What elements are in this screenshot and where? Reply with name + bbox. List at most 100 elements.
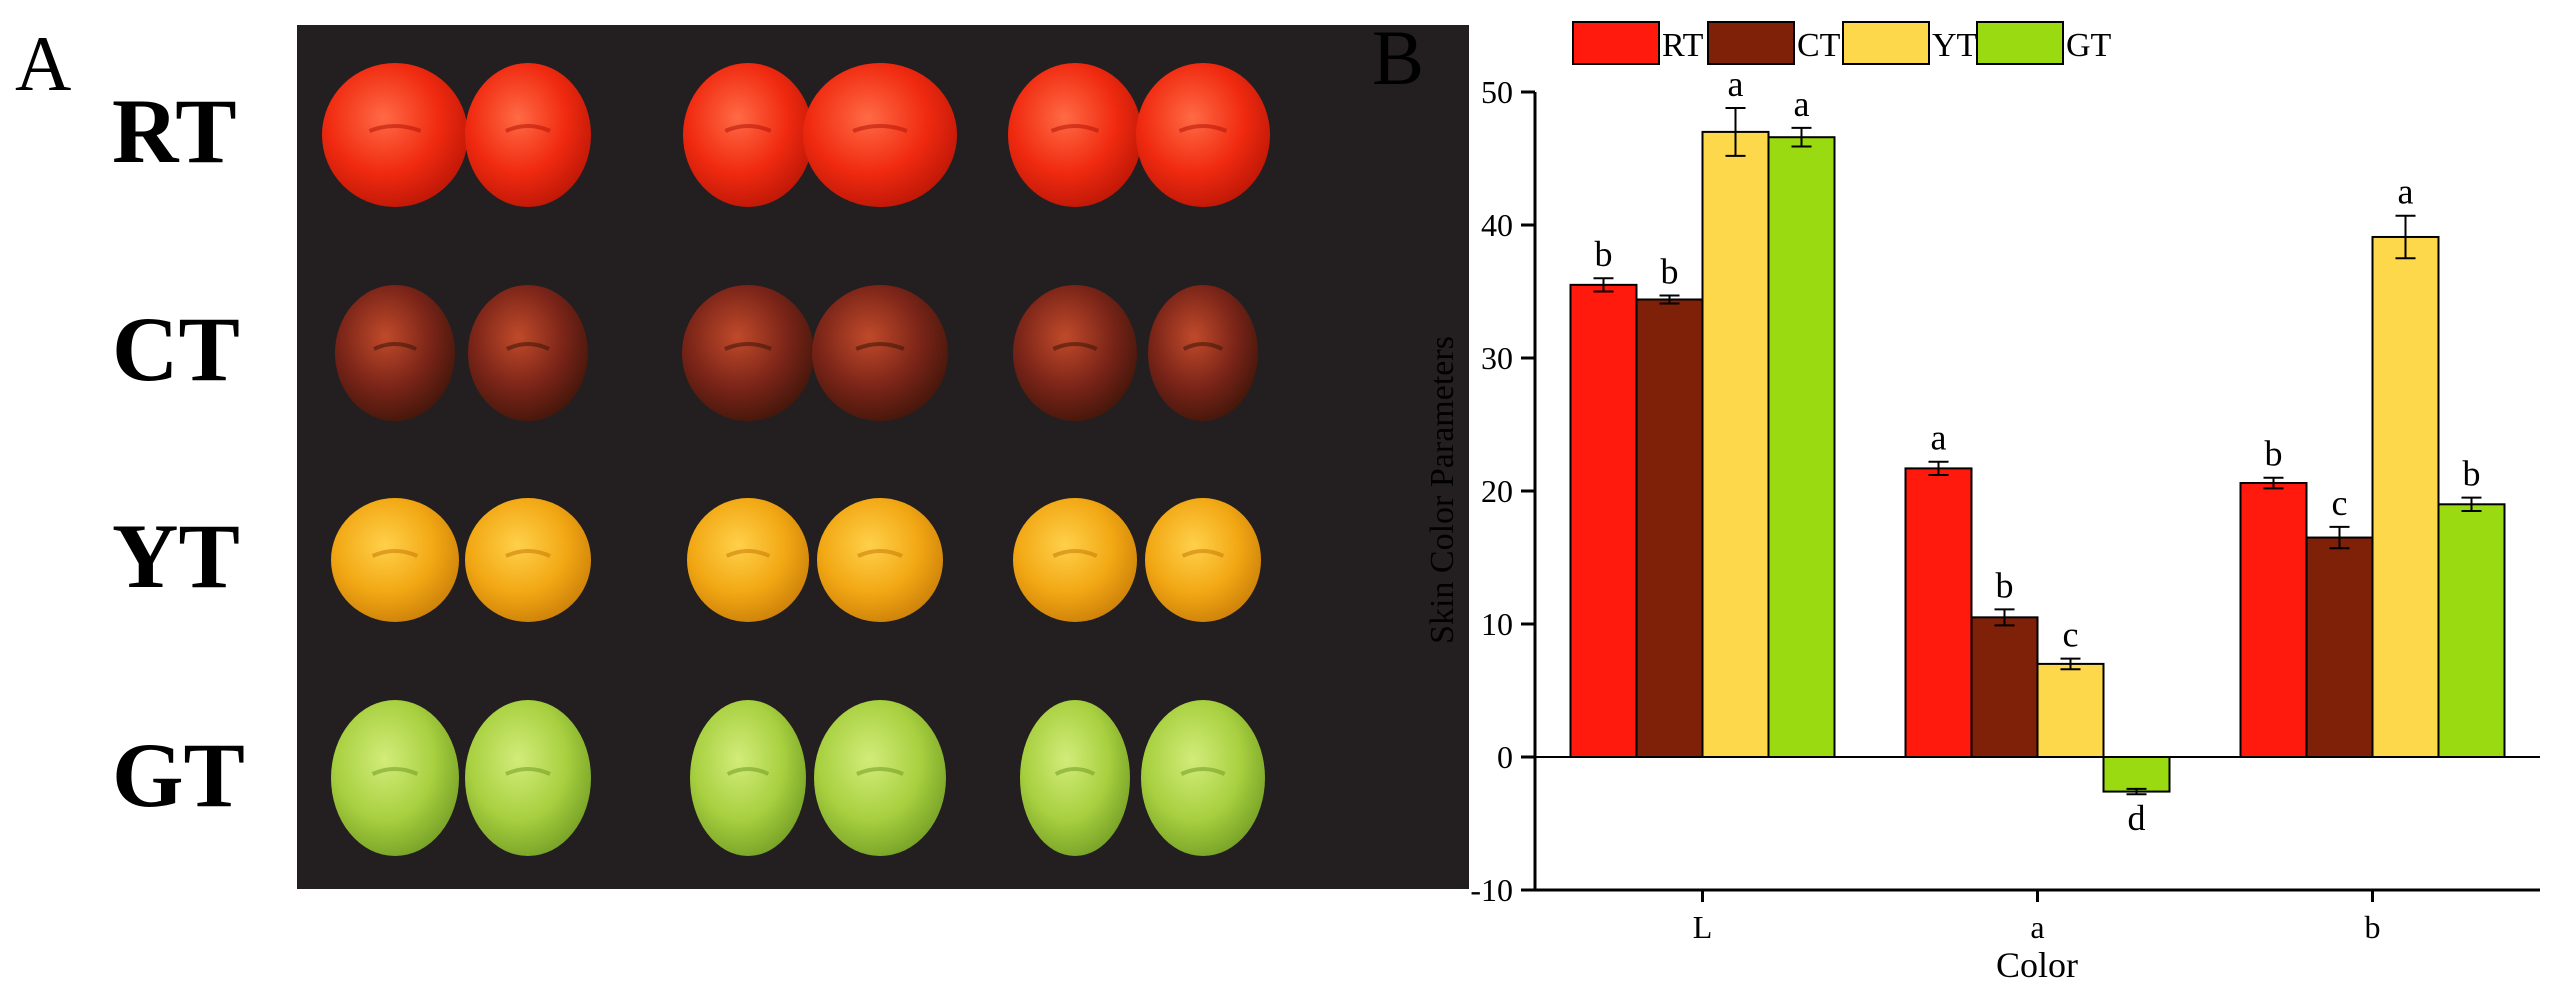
significance-letter: a [2398, 172, 2414, 212]
x-tick-label-L: L [1693, 909, 1713, 945]
fruit-rt-5 [1008, 63, 1142, 207]
fruit-yt-1 [331, 498, 459, 622]
fruit-stem-mark [857, 549, 903, 558]
significance-letter: c [2063, 615, 2079, 655]
fruit-stem-mark [371, 767, 419, 776]
bar-rt-a [1904, 467, 1973, 758]
fruit-stem-mark [724, 124, 772, 133]
fruit-rt-4 [803, 63, 957, 207]
fruit-gt-3 [690, 700, 806, 856]
y-tick-label: 30 [1481, 340, 1513, 376]
fruit-gt-6 [1141, 700, 1265, 856]
fruit-stem-mark [1182, 342, 1224, 351]
fruit-stem-mark [1180, 767, 1226, 776]
fruit-photo [322, 63, 1270, 856]
legend-label-ct: CT [1797, 27, 1841, 64]
significance-letter: c [2332, 483, 2348, 523]
bar-yt-a [2036, 662, 2105, 759]
bar-rt-L [1569, 283, 1638, 758]
fruit-gt-2 [465, 700, 591, 856]
fruit-stem-mark [1178, 124, 1228, 133]
fruit-ct-1 [335, 285, 455, 421]
legend-label-yt: YT [1932, 27, 1978, 64]
fruit-gt-4 [814, 700, 946, 856]
bar-yt-L [1701, 130, 1770, 758]
bar-rt-b [2239, 482, 2308, 758]
x-tick-label-a: a [2030, 909, 2044, 945]
row-label-ct: CT [112, 298, 240, 400]
fruit-stem-mark [726, 767, 770, 776]
fruit-gt-5 [1020, 700, 1130, 856]
fruit-yt-5 [1013, 498, 1137, 622]
bars: b b a a a b c d b c a b [1569, 64, 2506, 838]
panel-a-label: A [15, 20, 71, 107]
fruit-yt-2 [465, 498, 591, 622]
fruit-yt-4 [817, 498, 943, 622]
fruit-rt-2 [465, 63, 591, 207]
fruit-stem-mark [852, 124, 908, 133]
bar-ct-b [2305, 536, 2374, 758]
bar-gt-L [1767, 136, 1836, 759]
fruit-stem-mark [1054, 767, 1096, 776]
bar-ct-a [1970, 616, 2039, 758]
fruit-rt-1 [322, 63, 468, 207]
fruit-stem-mark [373, 342, 417, 351]
y-tick-label: 10 [1481, 606, 1513, 642]
fruit-ct-2 [468, 285, 588, 421]
legend-label-rt: RT [1662, 27, 1704, 64]
y-tick-label: 50 [1481, 74, 1513, 110]
significance-letter: b [1661, 251, 1679, 291]
significance-letter: a [1728, 64, 1744, 104]
fruit-ct-3 [682, 285, 814, 421]
fruit-rt-3 [683, 63, 813, 207]
y-tick-label: 40 [1481, 207, 1513, 243]
fruit-ct-4 [812, 285, 948, 421]
row-label-yt: YT [112, 505, 240, 607]
x-tick-label-b: b [2365, 909, 2381, 945]
fruit-stem-mark [505, 124, 551, 133]
legend: RT CT YT GT [1572, 21, 2112, 65]
fruit-stem-mark [371, 549, 419, 558]
legend-swatch-gt [1976, 21, 2064, 65]
significance-letter: d [2128, 798, 2146, 838]
y-tick-label: 0 [1497, 739, 1513, 775]
fruit-gt-1 [331, 700, 459, 856]
fruit-yt-3 [687, 498, 809, 622]
legend-swatch-yt [1842, 21, 1930, 65]
bar-yt-b [2371, 235, 2440, 759]
fruit-stem-mark [725, 549, 771, 558]
significance-letter: a [1931, 418, 1947, 458]
fruit-ct-5 [1013, 285, 1137, 421]
fruit-stem-mark [1181, 549, 1225, 558]
y-tick-label: 20 [1481, 473, 1513, 509]
fruit-stem-mark [855, 342, 905, 351]
row-label-gt: GT [112, 724, 245, 826]
fruit-yt-6 [1145, 498, 1261, 622]
y-tick-label: -10 [1470, 872, 1513, 908]
fruit-stem-mark [856, 767, 904, 776]
y-axis-label: Skin Color Parameters [1424, 336, 1461, 644]
row-labels: RT CT YT GT [112, 80, 245, 826]
fruit-stem-mark [505, 767, 551, 776]
significance-letter: b [1595, 234, 1613, 274]
bar-gt-a [2102, 756, 2171, 793]
fruit-stem-mark [724, 342, 772, 351]
legend-swatch-rt [1572, 21, 1660, 65]
fruit-stem-mark [1052, 549, 1098, 558]
legend-swatch-ct [1707, 21, 1795, 65]
panel-b-label: B [1372, 14, 1424, 101]
fruit-ct-6 [1148, 285, 1258, 421]
significance-letter: a [1794, 84, 1810, 124]
x-axis-label: Color [1996, 945, 2078, 985]
legend-label-gt: GT [2066, 27, 2112, 64]
fruit-stem-mark [1050, 124, 1100, 133]
y-axis-ticks: -10 0 10 20 30 40 50 [1470, 74, 1535, 908]
panel-a: A RT CT YT GT [15, 20, 1469, 889]
significance-letter: b [2463, 454, 2481, 494]
bar-ct-L [1635, 298, 1704, 758]
fruit-stem-mark [505, 549, 551, 558]
fruit-stem-mark [1052, 342, 1098, 351]
